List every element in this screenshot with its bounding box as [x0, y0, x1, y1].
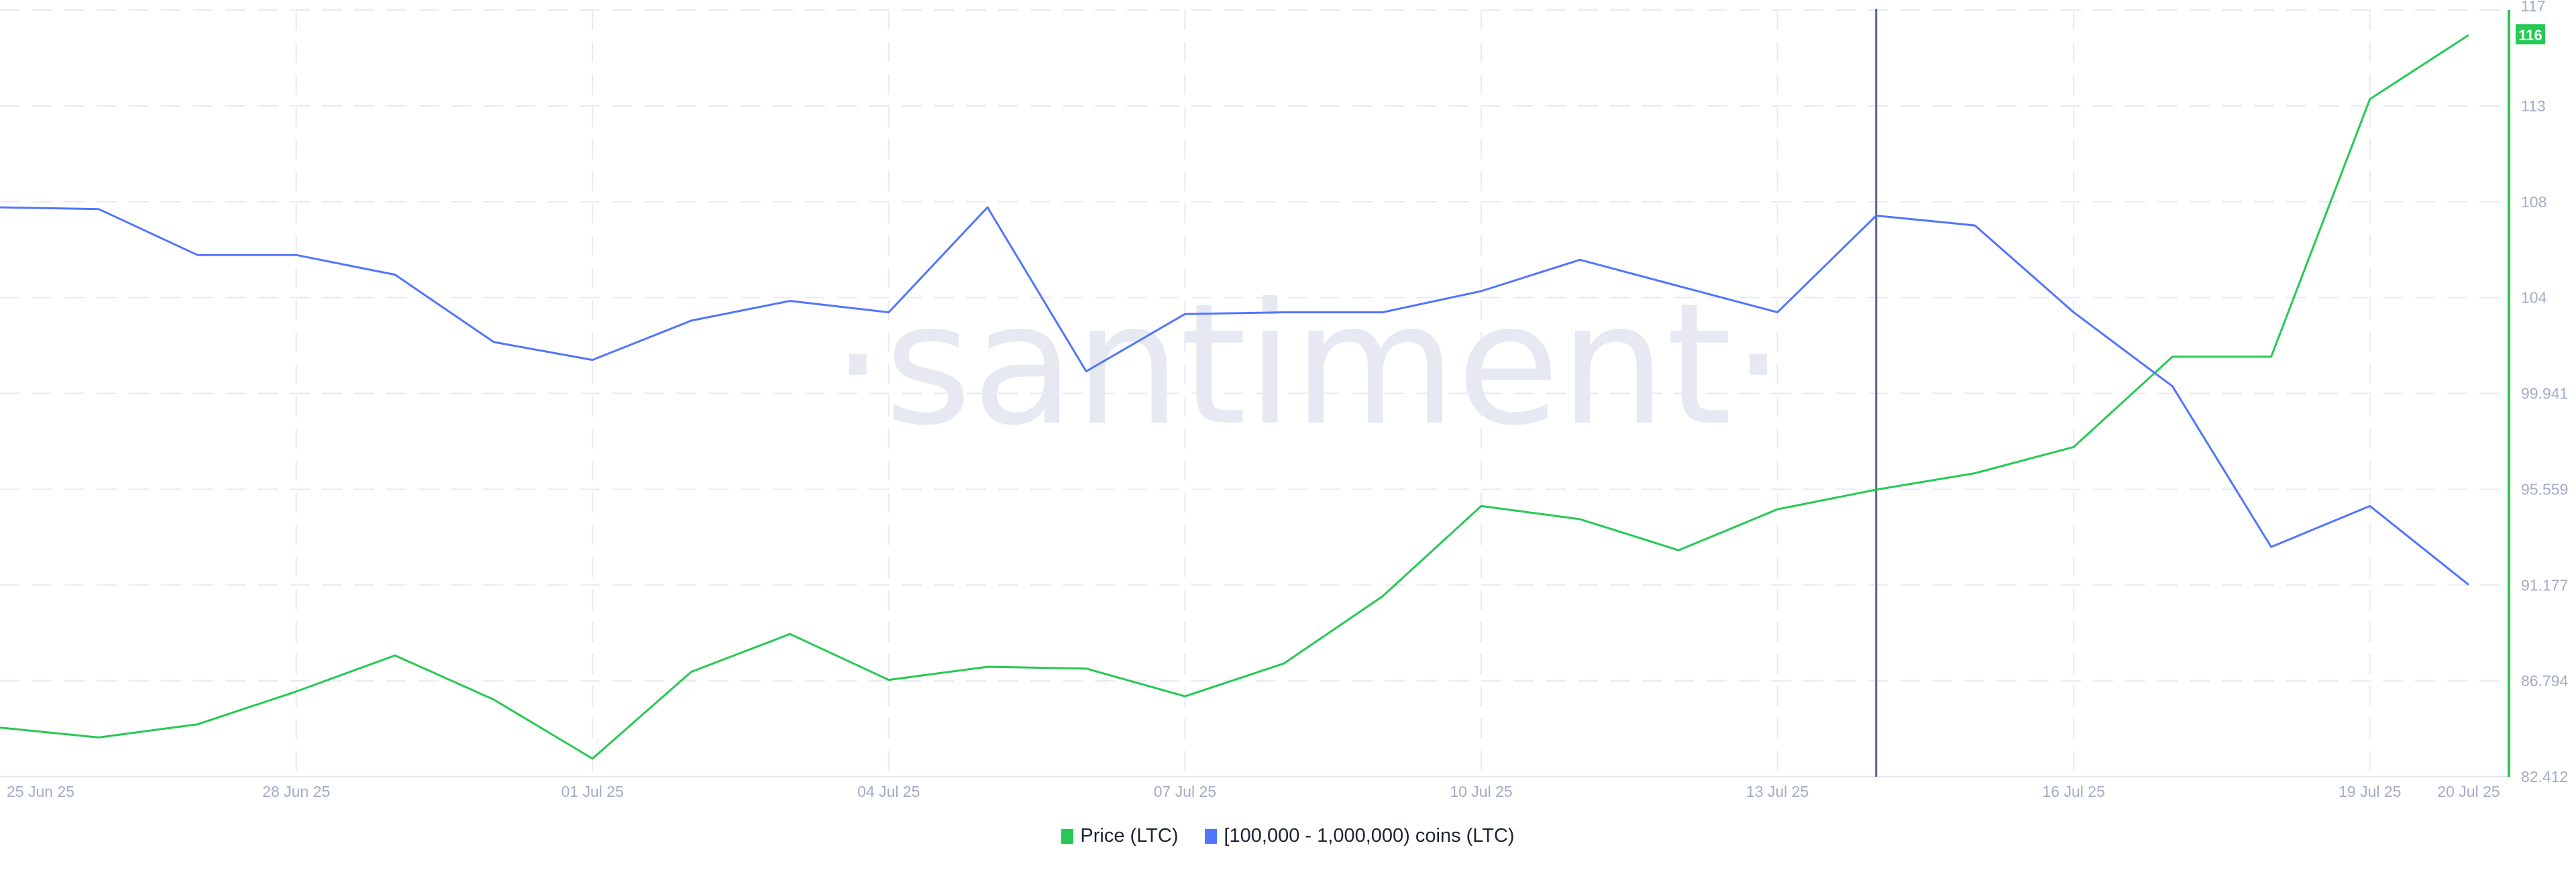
grid: [0, 9, 2509, 777]
y-tick-label: 82.412: [2521, 768, 2568, 785]
legend-swatch-holders: [1205, 828, 1218, 844]
last-value-label: 116: [2518, 27, 2542, 44]
y-axis: 117 113 108 104 99.941 95.559 91.177 86.794 82.4…: [2508, 0, 2569, 785]
last-value-badge: [2516, 24, 2545, 45]
y-tick-label: 86.794: [2521, 672, 2569, 690]
legend-item-holders[interactable]: [100,000 - 1,000,000) coins (LTC): [1205, 825, 1515, 847]
x-axis: 25 Jun 25 28 Jun 25 01 Jul 25 04 Jul 25 07 J…: [7, 783, 2500, 800]
x-tick-label: 28 Jun 25: [262, 783, 330, 800]
holders-line: [0, 206, 2469, 586]
legend-label-holders: [100,000 - 1,000,000) coins (LTC): [1224, 825, 1515, 847]
x-tick-label: 20 Jul 25: [2437, 783, 2500, 800]
x-tick-label: 25 Jun 25: [7, 783, 74, 800]
x-tick-label: 13 Jul 25: [1746, 783, 1809, 800]
y-tick-label: 108: [2521, 193, 2546, 211]
x-tick-label: 04 Jul 25: [857, 783, 920, 800]
x-tick-label: 01 Jul 25: [561, 783, 624, 800]
price-line: [0, 34, 2469, 760]
legend-swatch-price: [1061, 828, 1074, 844]
x-tick-label: 16 Jul 25: [2043, 783, 2105, 800]
legend: Price (LTC) [100,000 - 1,000,000) coins …: [0, 825, 2576, 847]
watermark: ·santiment·: [831, 267, 1785, 462]
x-tick-label: 07 Jul 25: [1154, 783, 1216, 800]
legend-item-price[interactable]: Price (LTC): [1061, 825, 1178, 847]
y-tick-label: 99.941: [2521, 385, 2568, 402]
y-tick-label: 104: [2521, 289, 2547, 307]
y-tick-label: 91.177: [2521, 576, 2568, 594]
series-lines: [0, 34, 2469, 760]
y-tick-label: 117: [2521, 0, 2546, 15]
x-tick-label: 10 Jul 25: [1450, 783, 1512, 800]
y-tick-label: 113: [2521, 97, 2546, 115]
y-tick-label: 95.559: [2521, 480, 2568, 498]
legend-label-price: Price (LTC): [1080, 825, 1179, 847]
x-tick-label: 19 Jul 25: [2339, 783, 2401, 800]
